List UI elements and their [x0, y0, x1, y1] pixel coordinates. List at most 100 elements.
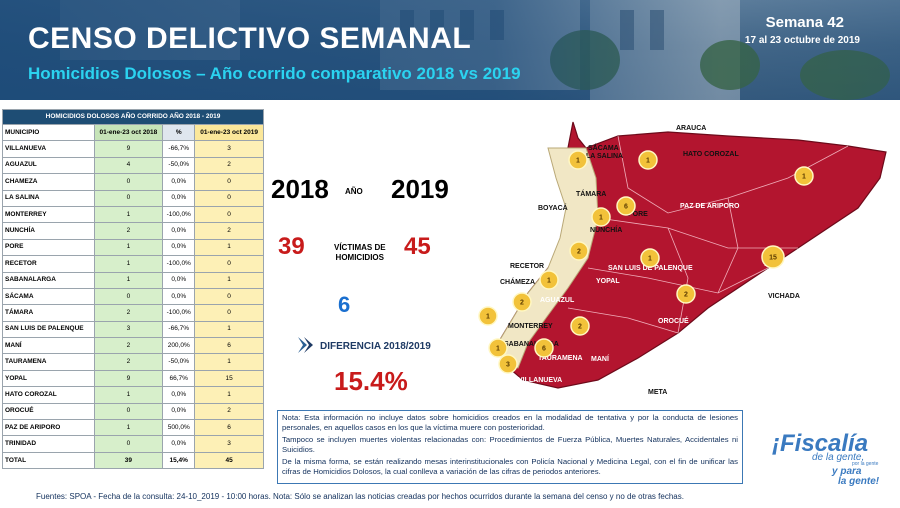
value-2018-cell: 1 — [93, 238, 164, 257]
total-pct: 15,4% — [162, 451, 196, 470]
difference-label: DIFERENCIA 2018/2019 — [320, 341, 431, 352]
municipio-cell: VILLANUEVA — [2, 140, 95, 158]
header-banner: CENSO DELICTIVO SEMANAL Homicidios Dolos… — [0, 0, 900, 100]
value-2019-cell: 2 — [194, 222, 264, 240]
table-row: VILLANUEVA 9 -66,7% 3 — [2, 140, 264, 158]
municipio-cell: SÁCAMA — [2, 287, 95, 306]
municipio-cell: RECETOR — [2, 255, 95, 273]
table-row: TAURAMENA 2 -50,0% 1 — [2, 353, 264, 371]
value-2019-cell: 1 — [194, 320, 264, 339]
pct-cell: -66,7% — [162, 140, 196, 158]
pct-cell: -100,0% — [162, 304, 196, 322]
map-municipality-label: VILLANUEVA — [518, 377, 562, 384]
map-count-badge-value: 2 — [578, 324, 582, 331]
table-row: SÁCAMA 0 0,0% 0 — [2, 287, 264, 306]
logo-line-3: por la gente — [852, 461, 879, 467]
map-count-badge-value: 1 — [599, 215, 603, 222]
value-2018-cell: 0 — [93, 402, 164, 421]
total-2019: 45 — [194, 451, 264, 470]
value-2019-cell: 1 — [194, 271, 264, 289]
week-label: Semana 42 — [765, 14, 844, 31]
pct-cell: 200,0% — [162, 337, 196, 355]
map-municipality-label: RECETOR — [510, 263, 544, 270]
map-count-badge-value: 1 — [648, 256, 652, 263]
map-municipality-label: TÁMARA — [576, 189, 606, 198]
value-2018-cell: 9 — [93, 369, 164, 388]
table-row: MONTERREY 1 -100,0% 0 — [2, 205, 264, 224]
value-2018-cell: 0 — [93, 287, 164, 306]
map-count-badge: 1 — [638, 150, 658, 170]
chevron-right-icon — [298, 337, 313, 353]
logo-line-2: de la gente, — [812, 452, 865, 463]
value-2018-cell: 2 — [93, 222, 164, 240]
map-count-badge: 1 — [640, 248, 660, 268]
date-range: 17 al 23 octubre de 2019 — [744, 35, 860, 46]
year-2018: 2018 — [271, 174, 329, 204]
map-municipality-label: SAN LUIS DE PALENQUE — [608, 265, 693, 272]
value-2018-cell: 1 — [93, 271, 164, 289]
value-2019-cell: 3 — [194, 435, 264, 453]
table-row: SAN LUIS DE PALENQUE 3 -66,7% 1 — [2, 320, 264, 339]
col-header-pct: % — [162, 123, 196, 142]
map-count-badge: 2 — [569, 241, 589, 261]
map-count-badge-value: 2 — [520, 300, 524, 307]
note-paragraph-3: De la misma forma, se están realizando m… — [282, 457, 738, 476]
municipio-cell: TÁMARA — [2, 304, 95, 322]
table-row: YOPAL 9 66,7% 15 — [2, 369, 264, 388]
pct-cell: -50,0% — [162, 156, 196, 175]
municipio-cell: PORE — [2, 238, 95, 257]
value-2018-cell: 0 — [93, 173, 164, 191]
map-municipality-label: YOPAL — [596, 278, 620, 285]
map-municipality-label: OROCUÉ — [658, 316, 689, 325]
map-municipality-label: LA SALINA — [586, 153, 623, 160]
table-row: AGUAZUL 4 -50,0% 2 — [2, 156, 264, 175]
map-count-badge: 1 — [794, 166, 814, 186]
value-2019-cell: 6 — [194, 419, 264, 437]
logo-line-1: ¡Fiscalía — [772, 430, 869, 457]
map-count-badge-value: 1 — [496, 346, 500, 353]
municipio-cell: TRINIDAD — [2, 435, 95, 453]
note-paragraph-1: Nota: Esta información no incluye datos … — [282, 413, 738, 432]
map-region-label: BOYACÁ — [538, 203, 568, 212]
map-count-badge: 2 — [570, 316, 590, 336]
map-count-badge: 6 — [534, 338, 554, 358]
map-municipality-label: AGUAZUL — [540, 297, 575, 304]
map-municipality-label: SÁCAMA — [588, 143, 619, 152]
victims-2019: 45 — [404, 233, 431, 260]
map-count-badge-value: 2 — [684, 292, 688, 299]
municipio-cell: CHAMEZA — [2, 173, 95, 191]
map-count-badge-value: 6 — [624, 204, 628, 211]
pct-cell: 0,0% — [162, 222, 196, 240]
table-total-row: TOTAL 39 15,4% 45 — [2, 451, 264, 470]
value-2018-cell: 0 — [93, 189, 164, 207]
pct-cell: -100,0% — [162, 255, 196, 273]
table-caption: HOMICIDIOS DOLOSOS AÑO CORRIDO AÑO 2018 … — [2, 109, 264, 125]
map-count-badge: 1 — [478, 306, 498, 326]
municipio-cell: OROCUÉ — [2, 402, 95, 421]
value-2018-cell: 1 — [93, 205, 164, 224]
municipio-cell: SABANALARGA — [2, 271, 95, 289]
value-2019-cell: 1 — [194, 353, 264, 371]
pct-cell: -100,0% — [162, 205, 196, 224]
note-paragraph-2: Tampoco se incluyen muertes violentas re… — [282, 435, 738, 454]
pct-cell: 0,0% — [162, 271, 196, 289]
municipio-cell: LA SALINA — [2, 189, 95, 207]
map-count-badge-value: 2 — [577, 249, 581, 256]
table-row: SABANALARGA 1 0,0% 1 — [2, 271, 264, 289]
year-label: AÑO — [345, 187, 363, 196]
victims-label-line1: VÍCTIMAS DE — [334, 243, 386, 252]
pct-cell: -50,0% — [162, 353, 196, 371]
value-2018-cell: 4 — [93, 156, 164, 175]
value-2019-cell: 0 — [194, 255, 264, 273]
map-count-badge-value: 1 — [802, 174, 806, 181]
victims-2018: 39 — [278, 233, 305, 260]
map-municipality-label: MONTERREY — [508, 323, 553, 330]
footer-source: Fuentes: SPOA - Fecha de la consulta: 24… — [36, 492, 684, 501]
map-municipality-label: HATO COROZAL — [683, 151, 739, 158]
map-count-badge-value: 6 — [542, 346, 546, 353]
table-row: CHAMEZA 0 0,0% 0 — [2, 173, 264, 191]
map-count-badge: 1 — [591, 207, 611, 227]
value-2019-cell: 1 — [194, 238, 264, 257]
